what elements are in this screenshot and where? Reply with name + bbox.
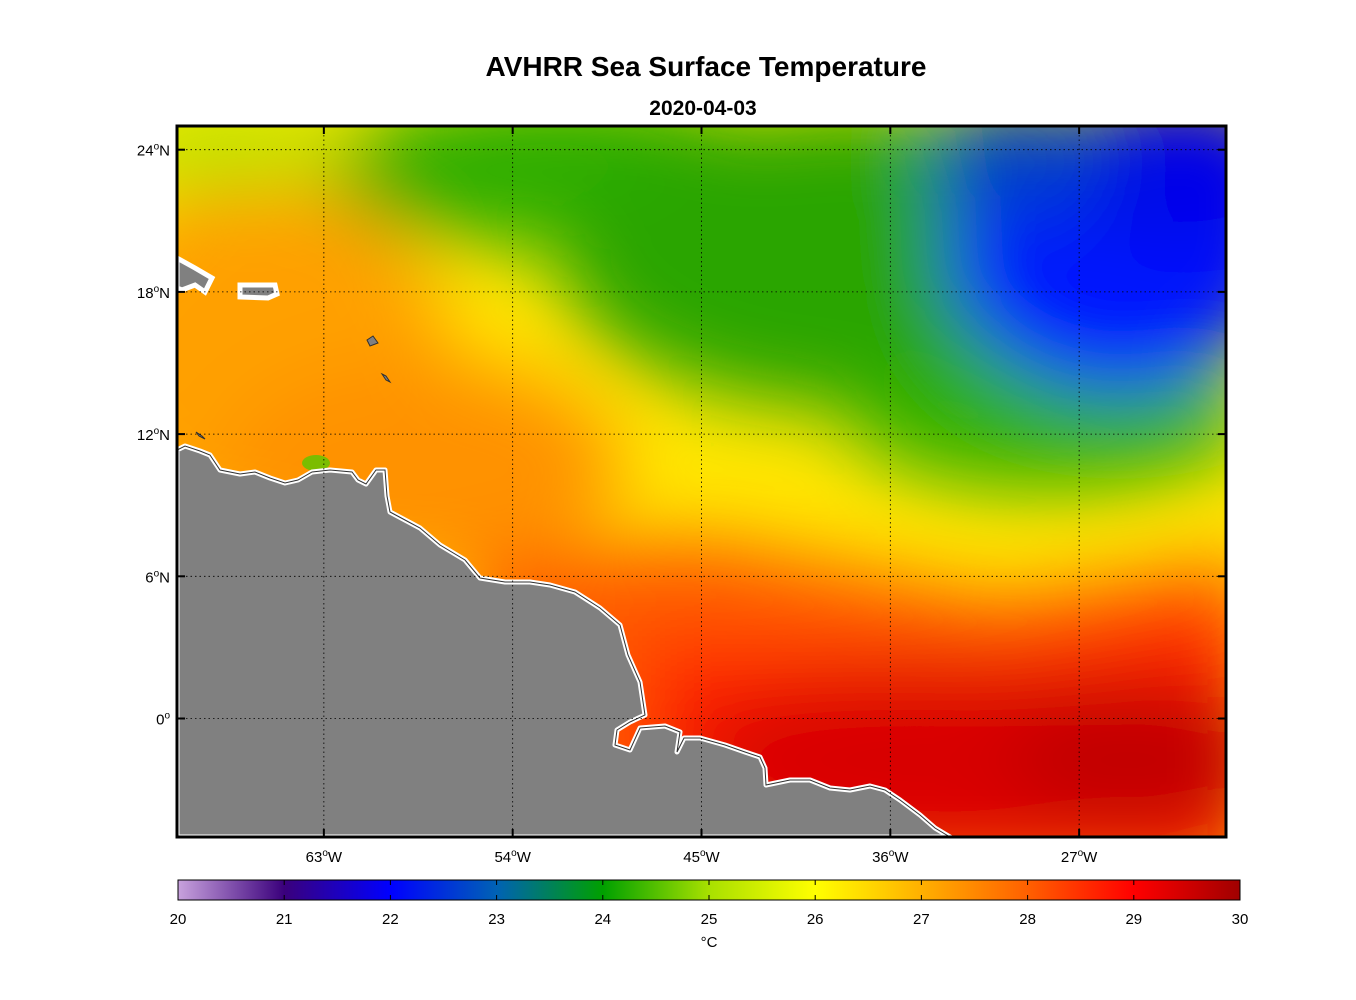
figure-subtitle: 2020-04-03 [649, 97, 756, 120]
south-america-coastline [177, 445, 951, 837]
colorbar-tick-label: 22 [382, 911, 399, 928]
lon-tick-label: 45oW [683, 848, 720, 866]
lon-tick-label: 36oW [872, 848, 909, 866]
colorbar-tick-label: 29 [1125, 911, 1142, 928]
colorbar-ticks: 20 21 22 23 24 25 26 27 28 29 30 [170, 880, 1249, 928]
colorbar-tick-label: 23 [488, 911, 505, 928]
longitude-labels: 63oW 54oW 45oW 36oW 27oW [306, 848, 1099, 866]
lat-tick-label: 18oN [137, 284, 170, 302]
colorbar-tick-label: 27 [913, 911, 930, 928]
land-masses [177, 255, 953, 837]
map-frame [175, 124, 1228, 839]
colorbar-tick-label: 24 [594, 911, 611, 928]
colorbar-tick-label: 20 [170, 911, 187, 928]
colorbar-units: °C [701, 934, 718, 951]
lat-tick-label: 12oN [137, 426, 170, 444]
lon-tick-label: 27oW [1061, 848, 1098, 866]
colorbar-tick-label: 26 [807, 911, 824, 928]
lon-tick-label: 54oW [494, 848, 531, 866]
small-island-2 [380, 372, 392, 384]
lon-tick-label: 63oW [306, 848, 343, 866]
colorbar: 20 21 22 23 24 25 26 27 28 29 30 °C [170, 879, 1249, 951]
small-island-3 [195, 431, 206, 440]
figure-title: AVHRR Sea Surface Temperature [486, 51, 927, 82]
small-island-1 [366, 335, 379, 347]
lat-tick-label: 6oN [145, 568, 170, 586]
lat-tick-label: 0o [156, 711, 170, 729]
colorbar-tick-label: 30 [1232, 911, 1249, 928]
sst-map [177, 126, 1226, 837]
colorbar-tick-label: 28 [1019, 911, 1036, 928]
graticule [177, 126, 1226, 837]
lat-tick-label: 24oN [137, 142, 170, 160]
colorbar-tick-label: 21 [276, 911, 293, 928]
latitude-labels: 24oN 18oN 12oN 6oN 0o [137, 142, 171, 729]
colorbar-tick-label: 25 [701, 911, 718, 928]
